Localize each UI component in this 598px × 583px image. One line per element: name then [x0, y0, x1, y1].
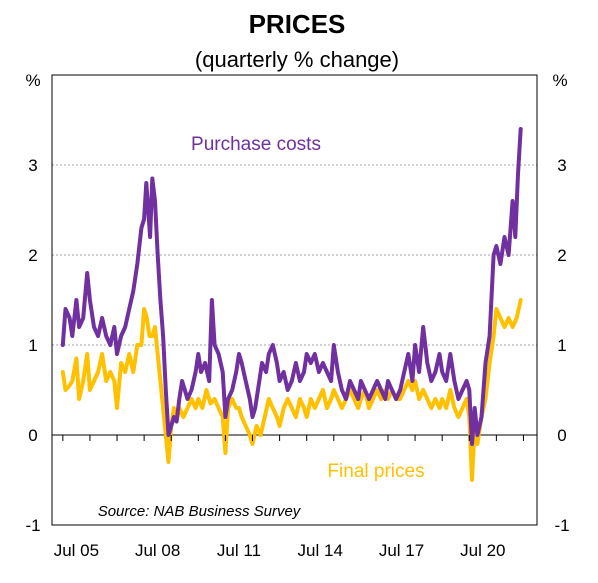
right-unit-label: %	[552, 71, 567, 90]
xtick-label: Jul 17	[379, 541, 424, 560]
series-lines	[60, 127, 523, 482]
xtick-label: Jul 08	[135, 541, 180, 560]
series-label-purchase-costs: Purchase costs	[191, 134, 321, 155]
series-label-final-prices: Final prices	[327, 461, 424, 482]
chart-subtitle: (quarterly % change)	[195, 47, 399, 72]
plot-area-frame	[51, 74, 538, 526]
xtick-label: Jul 14	[298, 541, 343, 560]
left-unit-label: %	[25, 71, 40, 90]
chart-title: PRICES	[249, 9, 346, 39]
series-line-purchase-costs	[60, 127, 523, 446]
ytick-right-label: 3	[557, 156, 566, 175]
ytick-right-label: 2	[557, 246, 566, 265]
xtick-label: Jul 11	[217, 541, 261, 560]
ytick-right-label: -1	[554, 516, 569, 535]
ytick-left-label: 2	[28, 246, 37, 265]
x-axis-ticks	[62, 435, 524, 441]
ytick-left-label: 0	[28, 426, 37, 445]
ytick-right-label: 1	[557, 336, 566, 355]
right-axis-ticks: -1 0 1 2 3	[554, 156, 569, 535]
ytick-left-label: -1	[25, 516, 40, 535]
series-line-final-prices	[60, 298, 523, 482]
left-axis-ticks: -1 0 1 2 3	[25, 156, 40, 535]
gridlines	[52, 164, 537, 526]
x-axis-labels: Jul 05 Jul 08 Jul 11 Jul 14 Jul 17 Jul 20	[54, 541, 506, 560]
source-note: Source: NAB Business Survey	[98, 503, 302, 520]
xtick-label: Jul 05	[54, 541, 99, 560]
ytick-left-label: 3	[28, 156, 37, 175]
ytick-right-label: 0	[557, 426, 566, 445]
xtick-label: Jul 20	[460, 541, 505, 560]
ytick-left-label: 1	[28, 336, 37, 355]
